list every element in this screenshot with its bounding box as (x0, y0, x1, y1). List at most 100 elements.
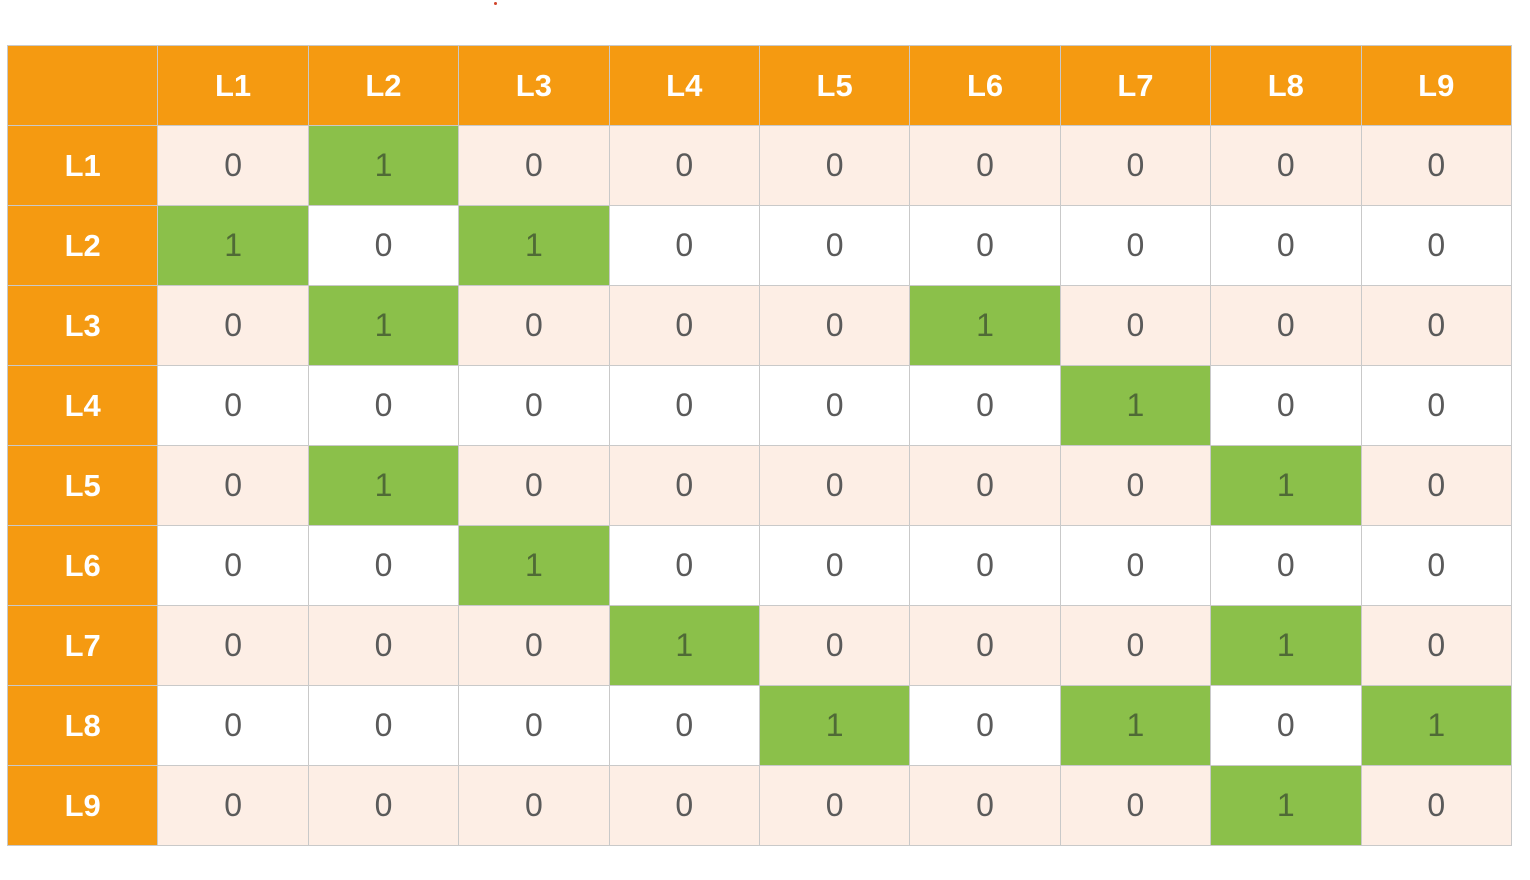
matrix-cell: 0 (1059, 525, 1212, 606)
matrix-row: L3 0 1 0 0 0 1 0 0 0 (6, 285, 1513, 366)
matrix-cell: 1 (608, 605, 760, 686)
column-header: L3 (458, 45, 610, 126)
matrix-cell: 0 (608, 445, 760, 526)
matrix-cell: 0 (458, 605, 610, 686)
matrix-row: L5 0 1 0 0 0 0 0 1 0 (6, 445, 1513, 526)
matrix-cell: 0 (608, 205, 760, 286)
matrix-cell: 0 (909, 365, 1061, 446)
row-header: L4 (6, 365, 159, 446)
matrix-cell: 1 (1210, 765, 1362, 846)
matrix-cell: 0 (1059, 125, 1212, 206)
column-header: L5 (758, 45, 911, 126)
matrix-cell: 0 (909, 205, 1061, 286)
matrix-cell: 0 (1360, 205, 1513, 286)
matrix-cell: 0 (608, 285, 760, 366)
matrix-cell: 0 (758, 365, 911, 446)
matrix-cell: 0 (909, 605, 1061, 686)
matrix-cell: 0 (608, 525, 760, 606)
matrix-cell: 0 (1360, 605, 1513, 686)
matrix-cell: 0 (758, 125, 911, 206)
matrix-cell: 0 (1210, 365, 1362, 446)
row-header: L8 (6, 685, 159, 766)
matrix-cell: 0 (458, 285, 610, 366)
header-row: L1 L2 L3 L4 L5 L6 L7 L8 L9 (6, 45, 1513, 126)
matrix-cell: 1 (1210, 605, 1362, 686)
corner-cell (6, 45, 159, 126)
matrix-cell: 0 (157, 125, 309, 206)
matrix-cell: 0 (157, 285, 309, 366)
row-header: L5 (6, 445, 159, 526)
row-header: L9 (6, 765, 159, 846)
matrix-cell: 0 (758, 525, 911, 606)
matrix-cell: 0 (909, 765, 1061, 846)
matrix-cell: 0 (1059, 605, 1212, 686)
column-header: L9 (1360, 45, 1513, 126)
matrix-cell: 1 (458, 525, 610, 606)
matrix-cell: 1 (157, 205, 309, 286)
matrix-cell: 1 (307, 125, 460, 206)
matrix-cell: 0 (1059, 445, 1212, 526)
matrix-cell: 0 (1360, 765, 1513, 846)
matrix-cell: 0 (458, 765, 610, 846)
matrix-row: L6 0 0 1 0 0 0 0 0 0 (6, 525, 1513, 606)
matrix-cell: 0 (1360, 445, 1513, 526)
row-header: L3 (6, 285, 159, 366)
matrix-row: L8 0 0 0 0 1 0 1 0 1 (6, 685, 1513, 766)
matrix-cell: 0 (758, 285, 911, 366)
column-header: L2 (307, 45, 460, 126)
matrix-cell: 0 (458, 685, 610, 766)
matrix-cell: 0 (1210, 685, 1362, 766)
matrix-row: L1 0 1 0 0 0 0 0 0 0 (6, 125, 1513, 206)
matrix-cell: 0 (157, 765, 309, 846)
matrix-cell: 0 (1210, 525, 1362, 606)
matrix-cell: 0 (758, 605, 911, 686)
matrix-cell: 0 (458, 365, 610, 446)
matrix-cell: 1 (1059, 685, 1212, 766)
matrix-row: L9 0 0 0 0 0 0 0 1 0 (6, 765, 1513, 846)
row-header: L2 (6, 205, 159, 286)
matrix-cell: 1 (1360, 685, 1513, 766)
matrix-cell: 0 (758, 205, 911, 286)
matrix-cell: 0 (608, 125, 760, 206)
matrix-cell: 0 (1210, 125, 1362, 206)
matrix-body: L1 0 1 0 0 0 0 0 0 0 L2 1 0 1 0 0 0 0 0 0 L3 0 1 0 0 0 1 0 0 0 L4 0 0 0 0 0… (6, 125, 1513, 846)
matrix-cell: 0 (307, 765, 460, 846)
matrix-cell: 0 (307, 365, 460, 446)
matrix-cell: 0 (307, 685, 460, 766)
matrix-cell: 0 (1210, 205, 1362, 286)
matrix-cell: 0 (1059, 285, 1212, 366)
matrix-cell: 0 (1210, 285, 1362, 366)
matrix-cell: 0 (1360, 365, 1513, 446)
matrix-cell: 0 (157, 605, 309, 686)
matrix-cell: 0 (608, 685, 760, 766)
matrix-cell: 1 (758, 685, 911, 766)
matrix-cell: 0 (1360, 285, 1513, 366)
matrix-cell: 1 (1210, 445, 1362, 526)
column-header: L4 (608, 45, 760, 126)
matrix-cell: 0 (307, 605, 460, 686)
matrix-row: L7 0 0 0 1 0 0 0 1 0 (6, 605, 1513, 686)
matrix-cell: 0 (608, 765, 760, 846)
column-header: L7 (1059, 45, 1212, 126)
matrix-cell: 1 (1059, 365, 1212, 446)
matrix-cell: 0 (157, 685, 309, 766)
matrix-cell: 1 (307, 285, 460, 366)
matrix-cell: 0 (1059, 765, 1212, 846)
matrix-cell: 1 (458, 205, 610, 286)
matrix-cell: 0 (909, 445, 1061, 526)
matrix-cell: 0 (1059, 205, 1212, 286)
column-header: L8 (1210, 45, 1362, 126)
matrix-cell: 0 (157, 365, 309, 446)
matrix-cell: 0 (157, 525, 309, 606)
matrix-cell: 0 (909, 525, 1061, 606)
stray-dot (494, 2, 497, 5)
matrix-cell: 0 (1360, 525, 1513, 606)
matrix-cell: 0 (458, 445, 610, 526)
matrix-cell: 0 (307, 525, 460, 606)
matrix-cell: 0 (458, 125, 610, 206)
matrix-row: L2 1 0 1 0 0 0 0 0 0 (6, 205, 1513, 286)
matrix-cell: 0 (307, 205, 460, 286)
matrix-cell: 0 (909, 685, 1061, 766)
matrix-row: L4 0 0 0 0 0 0 1 0 0 (6, 365, 1513, 446)
